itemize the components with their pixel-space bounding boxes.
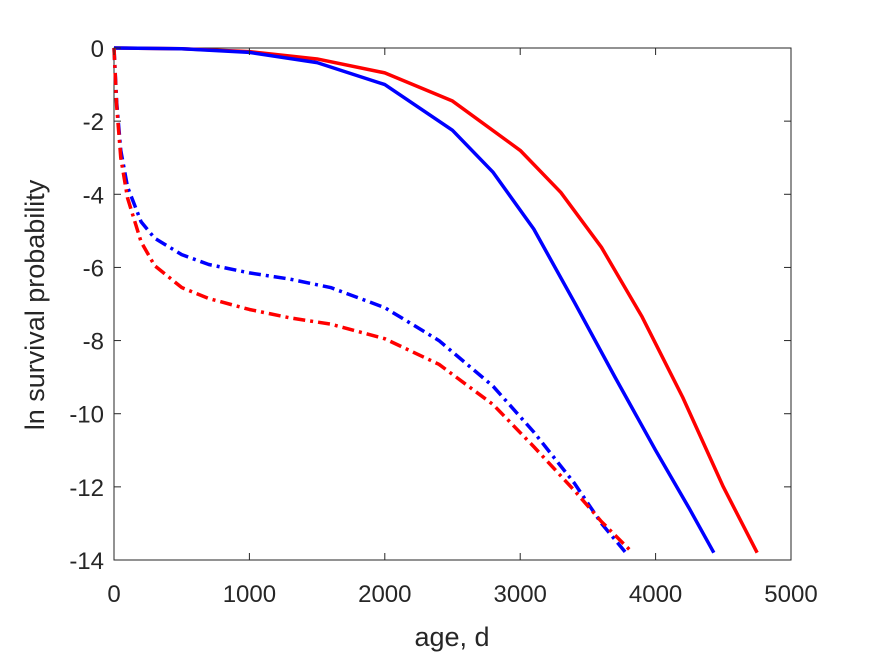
y-tick-label: -12 [69, 475, 104, 502]
x-tick-label: 5000 [764, 581, 817, 608]
y-tick-label: -8 [83, 329, 104, 356]
x-tick-label: 2000 [358, 581, 411, 608]
axes-frame [113, 47, 792, 561]
y-tick-label: -14 [69, 548, 104, 575]
x-tick-label: 3000 [494, 581, 547, 608]
x-axis-ticks: 0 1000 2000 3000 4000 5000 [107, 48, 818, 608]
y-tick-label: 0 [91, 36, 104, 63]
y-tick-label: -6 [83, 255, 104, 282]
y-tick-label: -4 [83, 182, 104, 209]
plot-area [113, 47, 792, 561]
x-tick-label: 4000 [629, 581, 682, 608]
x-tick-label: 0 [107, 581, 120, 608]
y-axis-ticks: 0 -2 -4 -6 -8 -10 -12 -14 [69, 36, 791, 575]
x-tick-label: 1000 [223, 581, 276, 608]
y-tick-label: -2 [83, 109, 104, 136]
x-axis-label: age, d [414, 622, 489, 652]
series-line-4 [112, 47, 634, 554]
y-axis-label: ln survival probability [20, 179, 50, 430]
y-tick-label: -10 [69, 402, 104, 429]
